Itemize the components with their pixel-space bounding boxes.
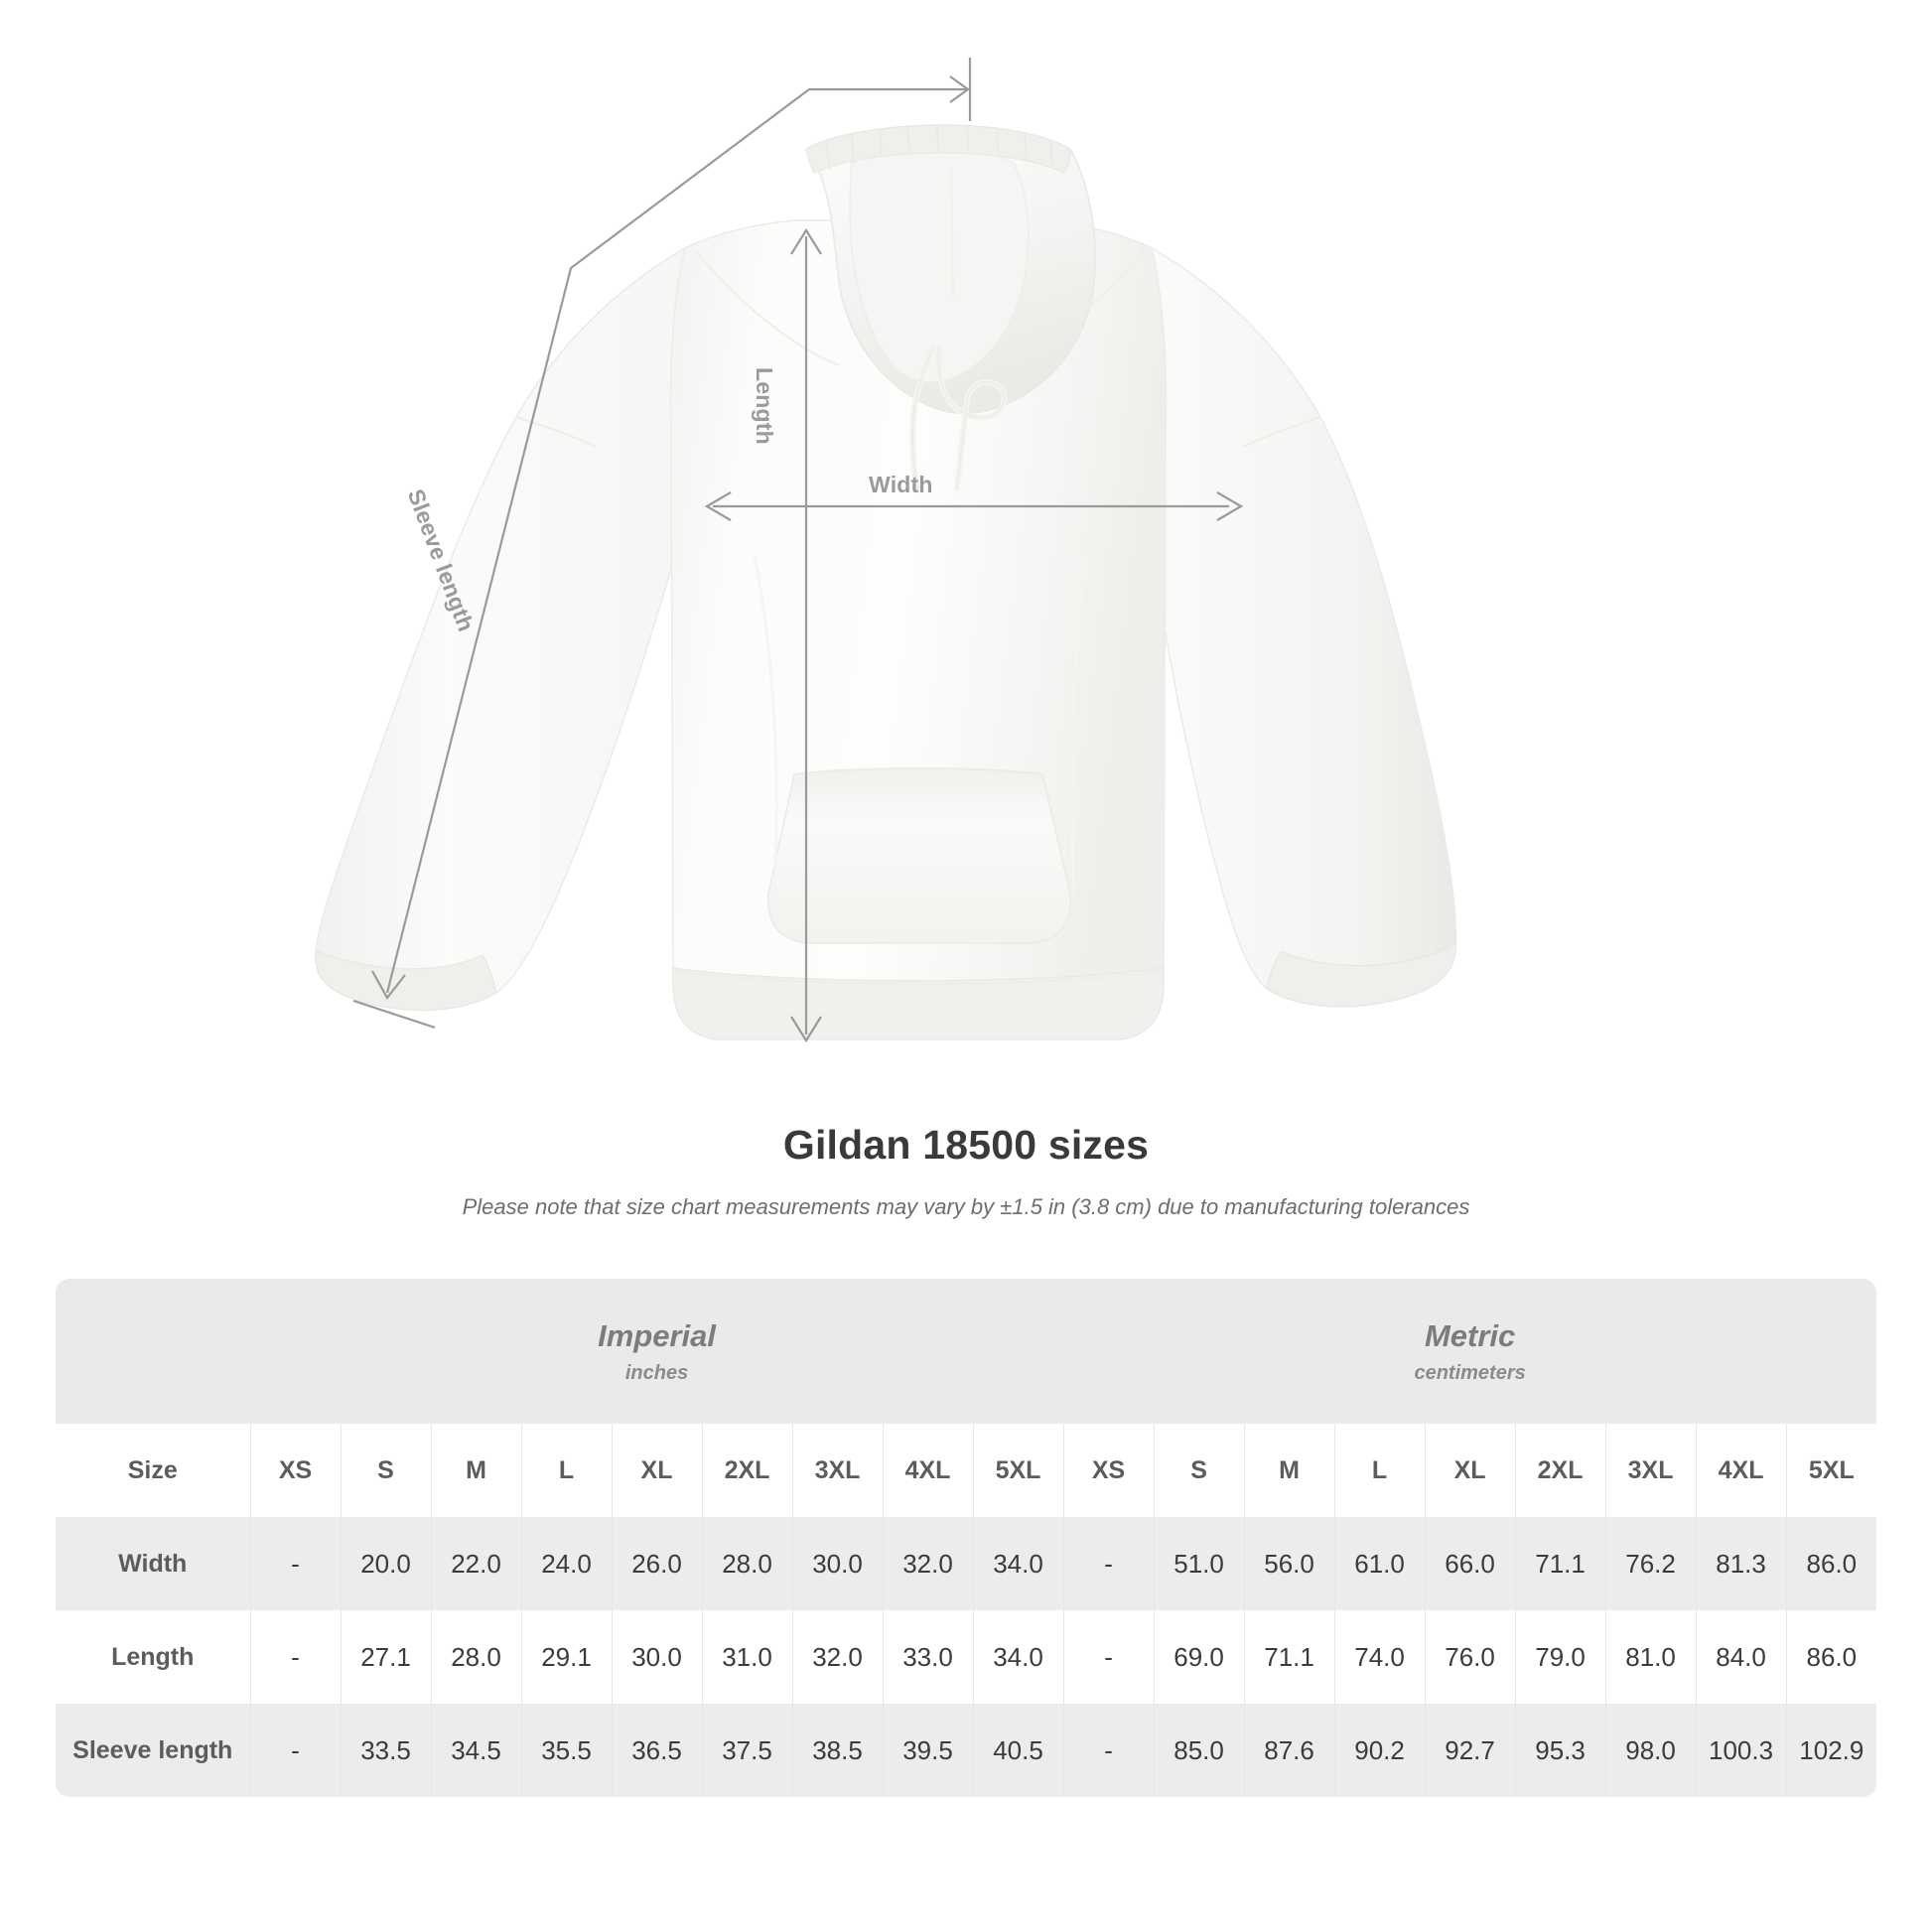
column-header-metric-xl: XL [1424,1424,1516,1517]
cell-length-imperial-xs: - [249,1610,341,1704]
cell-sleeve-length-imperial-m: 34.5 [430,1704,521,1797]
column-header-imperial-s: S [340,1424,431,1517]
page-title: Gildan 18500 sizes [782,1122,1150,1168]
metric-unit-sub: centimeters [1414,1361,1526,1384]
hoodie-image [315,124,1457,1040]
cell-width-metric-s: 51.0 [1153,1517,1245,1610]
column-header-metric-5xl: 5XL [1785,1424,1877,1517]
cell-length-metric-m: 71.1 [1243,1610,1335,1704]
column-header-metric-l: L [1333,1424,1426,1517]
column-header-imperial-xl: XL [611,1424,702,1517]
cell-length-metric-5xl: 86.0 [1785,1610,1877,1704]
size-chart-table-wrapper: Imperial inches Metric centimeters Size X… [56,1279,1877,1797]
table-row: Width -20.0 22.0 24.0 26.0 28.0 30.0 32.0 34.0-5… [56,1517,1877,1610]
cell-sleeve-length-imperial-3xl: 38.5 [791,1704,883,1797]
cell-sleeve-length-metric-xl: 92.7 [1424,1704,1516,1797]
cell-length-metric-4xl: 84.0 [1695,1610,1787,1704]
cell-width-metric-xl: 66.0 [1424,1517,1516,1610]
cell-sleeve-length-imperial-l: 35.5 [520,1704,612,1797]
size-header-row: Size XS S M L XL 2XL 3XL 4XL 5XL XS S M L XL 2XL 3XL 4XL 5… [56,1424,1877,1517]
cell-sleeve-length-imperial-xs: - [249,1704,341,1797]
size-chart-table: Imperial inches Metric centimeters Size X… [56,1279,1877,1797]
column-header-imperial-m: M [430,1424,521,1517]
cell-length-imperial-2xl: 31.0 [701,1610,792,1704]
cell-length-imperial-s: 27.1 [340,1610,431,1704]
metric-unit-name: Metric [1424,1318,1516,1354]
cell-sleeve-length-metric-s: 85.0 [1153,1704,1245,1797]
table-row: Sleeve length -33.5 34.5 35.5 36.5 37.5 38.5 39… [56,1704,1877,1797]
cell-width-imperial-2xl: 28.0 [701,1517,792,1610]
cell-sleeve-length-imperial-s: 33.5 [340,1704,431,1797]
column-header-metric-m: M [1243,1424,1335,1517]
imperial-unit-sub: inches [624,1361,689,1384]
cell-width-imperial-5xl: 34.0 [972,1517,1064,1610]
column-header-imperial-xs: XS [249,1424,341,1517]
cell-width-metric-3xl: 76.2 [1604,1517,1697,1610]
cell-sleeve-length-imperial-2xl: 37.5 [701,1704,792,1797]
cell-width-imperial-4xl: 32.0 [882,1517,973,1610]
cell-length-metric-3xl: 81.0 [1604,1610,1697,1704]
cell-length-metric-xs: - [1062,1610,1155,1704]
cell-sleeve-length-metric-l: 90.2 [1333,1704,1426,1797]
column-header-metric-3xl: 3XL [1604,1424,1697,1517]
cell-sleeve-length-imperial-xl: 36.5 [611,1704,702,1797]
cell-width-imperial-l: 24.0 [520,1517,612,1610]
cell-length-imperial-4xl: 33.0 [882,1610,973,1704]
column-header-metric-4xl: 4XL [1695,1424,1787,1517]
row-label-width: Width [56,1517,250,1610]
cell-width-imperial-m: 22.0 [430,1517,521,1610]
length-dimension-label: Length [752,367,777,445]
cell-sleeve-length-imperial-4xl: 39.5 [882,1704,973,1797]
cell-sleeve-length-metric-2xl: 95.3 [1514,1704,1606,1797]
cell-sleeve-length-metric-m: 87.6 [1243,1704,1335,1797]
row-label-sleeve-length: Sleeve length [56,1704,250,1797]
cell-length-imperial-3xl: 32.0 [791,1610,883,1704]
cell-sleeve-length-metric-xs: - [1062,1704,1155,1797]
cell-length-metric-l: 74.0 [1333,1610,1426,1704]
cell-length-imperial-l: 29.1 [520,1610,612,1704]
cell-length-imperial-5xl: 34.0 [972,1610,1064,1704]
column-header-imperial-l: L [520,1424,612,1517]
cell-width-metric-xs: - [1062,1517,1155,1610]
column-header-imperial-5xl: 5XL [972,1424,1064,1517]
cell-sleeve-length-metric-5xl: 102.9 [1785,1704,1877,1797]
unit-spacer-left [56,1279,250,1424]
cell-sleeve-length-metric-3xl: 98.0 [1604,1704,1697,1797]
cell-width-metric-2xl: 71.1 [1514,1517,1606,1610]
cell-sleeve-length-metric-4xl: 100.3 [1695,1704,1787,1797]
cell-length-metric-xl: 76.0 [1424,1610,1516,1704]
tolerance-note: Please note that size chart measurements… [462,1194,1470,1219]
size-chart-heading: Gildan 18500 sizes Please note that size… [0,1122,1932,1220]
cell-width-metric-4xl: 81.3 [1695,1517,1787,1610]
dimension-lines [352,58,1244,1043]
column-header-imperial-4xl: 4XL [882,1424,973,1517]
imperial-unit-header: Imperial inches [250,1279,1064,1424]
cell-width-metric-5xl: 86.0 [1785,1517,1877,1610]
cell-length-metric-2xl: 79.0 [1514,1610,1606,1704]
cell-length-imperial-m: 28.0 [430,1610,521,1704]
cell-sleeve-length-imperial-5xl: 40.5 [972,1704,1064,1797]
column-header-size: Size [56,1424,250,1517]
unit-system-header-row: Imperial inches Metric centimeters [56,1279,1877,1424]
cell-width-imperial-xs: - [249,1517,341,1610]
column-header-metric-xs: XS [1062,1424,1155,1517]
cell-width-imperial-xl: 26.0 [611,1517,702,1610]
column-header-metric-s: S [1153,1424,1245,1517]
cell-width-metric-l: 61.0 [1333,1517,1426,1610]
column-header-imperial-3xl: 3XL [791,1424,883,1517]
column-header-metric-2xl: 2XL [1514,1424,1606,1517]
row-label-length: Length [56,1610,250,1704]
cell-length-imperial-xl: 30.0 [611,1610,702,1704]
metric-unit-header: Metric centimeters [1063,1279,1877,1424]
imperial-unit-name: Imperial [598,1318,716,1354]
table-row: Length -27.1 28.0 29.1 30.0 31.0 32.0 33.0 34.0-… [56,1610,1877,1704]
cell-length-metric-s: 69.0 [1153,1610,1245,1704]
column-header-imperial-2xl: 2XL [701,1424,792,1517]
cell-width-metric-m: 56.0 [1243,1517,1335,1610]
garment-illustration: Length Width Sleeve length [315,58,1457,1043]
cell-width-imperial-s: 20.0 [340,1517,431,1610]
width-dimension-label: Width [869,472,933,497]
cell-width-imperial-3xl: 30.0 [791,1517,883,1610]
